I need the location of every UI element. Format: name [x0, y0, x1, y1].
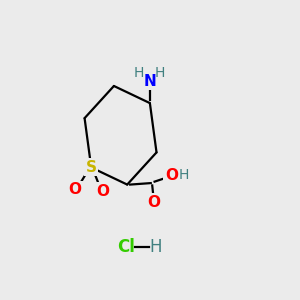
Text: O: O	[97, 184, 110, 199]
Text: N: N	[143, 74, 156, 88]
Text: H: H	[155, 66, 165, 80]
Text: O: O	[68, 182, 82, 197]
Text: O: O	[147, 195, 160, 210]
Text: S: S	[86, 160, 97, 175]
Text: O: O	[165, 168, 178, 183]
Text: Cl: Cl	[118, 238, 135, 256]
Text: H: H	[178, 168, 189, 182]
Text: H: H	[149, 238, 162, 256]
Text: H: H	[134, 66, 144, 80]
